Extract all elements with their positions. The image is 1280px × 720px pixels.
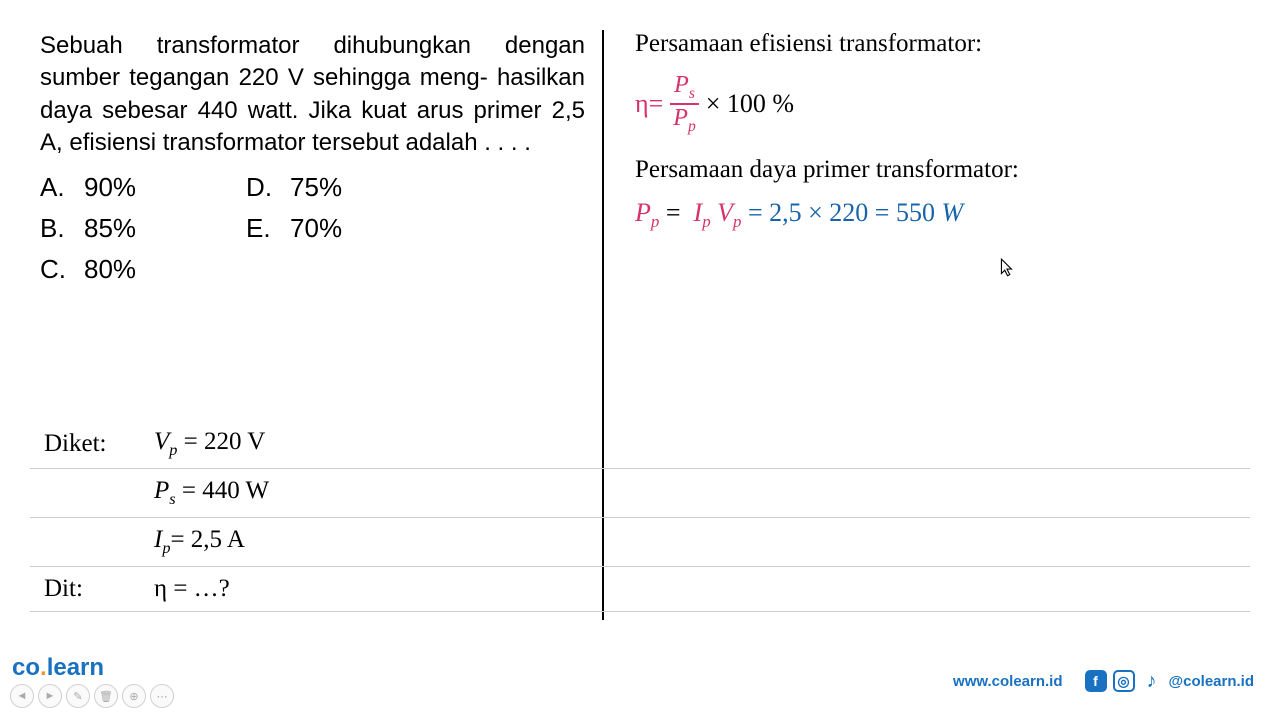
trash-button[interactable]: 🗑 (94, 684, 118, 708)
left-column: Sebuah transformator dihubungkan dengan … (40, 30, 605, 285)
facebook-icon: f (1085, 670, 1107, 692)
player-controls: ◄ ► ✎ 🗑 ⊕ ⋯ (10, 684, 174, 708)
solution-heading-1: Persamaan efisiensi transformator: (635, 30, 1245, 58)
question-text: Sebuah transformator dihubungkan dengan … (40, 30, 585, 160)
footer: co.learn ◄ ► ✎ 🗑 ⊕ ⋯ www.colearn.id f ◎ … (0, 654, 1280, 708)
solution-heading-2: Persamaan daya primer transformator: (635, 156, 1245, 184)
footer-right: www.colearn.id f ◎ ♪ @colearn.id (953, 670, 1254, 692)
power-formula: Pp = Ip Vp = 2,5 × 220 = 550 W (635, 198, 1245, 232)
table-row: Ps = 440 W (30, 469, 1250, 518)
zoom-button[interactable]: ⊕ (122, 684, 146, 708)
table-row: Dit: η = …? (30, 567, 1250, 612)
instagram-icon: ◎ (1113, 670, 1135, 692)
brand-logo: co.learn (12, 654, 174, 682)
prev-button[interactable]: ◄ (10, 684, 34, 708)
options-col-1: A.90% B.85% C.80% (40, 172, 136, 285)
social-icons: f ◎ ♪ @colearn.id (1085, 670, 1254, 692)
table-row: Ip= 2,5 A (30, 518, 1250, 567)
cursor-icon (1000, 258, 1014, 278)
option-e: E.70% (246, 213, 342, 244)
table-row: Diket: Vp = 220 V (30, 420, 1250, 469)
option-a: A.90% (40, 172, 136, 203)
fraction: Ps Pp (669, 72, 699, 136)
more-button[interactable]: ⋯ (150, 684, 174, 708)
option-b: B.85% (40, 213, 136, 244)
next-button[interactable]: ► (38, 684, 62, 708)
website-url: www.colearn.id (953, 673, 1062, 690)
pen-button[interactable]: ✎ (66, 684, 90, 708)
option-c: C.80% (40, 254, 136, 285)
options-col-2: D.75% E.70% (246, 172, 342, 285)
tiktok-icon: ♪ (1141, 670, 1163, 692)
option-d: D.75% (246, 172, 342, 203)
efficiency-formula: η = Ps Pp × 100 % (635, 72, 1245, 136)
answer-options: A.90% B.85% C.80% D.75% E.70% (40, 172, 585, 285)
given-table: Diket: Vp = 220 V Ps = 440 W Ip= 2,5 A D… (30, 420, 1250, 612)
right-column: Persamaan efisiensi transformator: η = P… (605, 30, 1245, 285)
main-content: Sebuah transformator dihubungkan dengan … (0, 0, 1280, 285)
social-handle: @colearn.id (1169, 673, 1254, 690)
